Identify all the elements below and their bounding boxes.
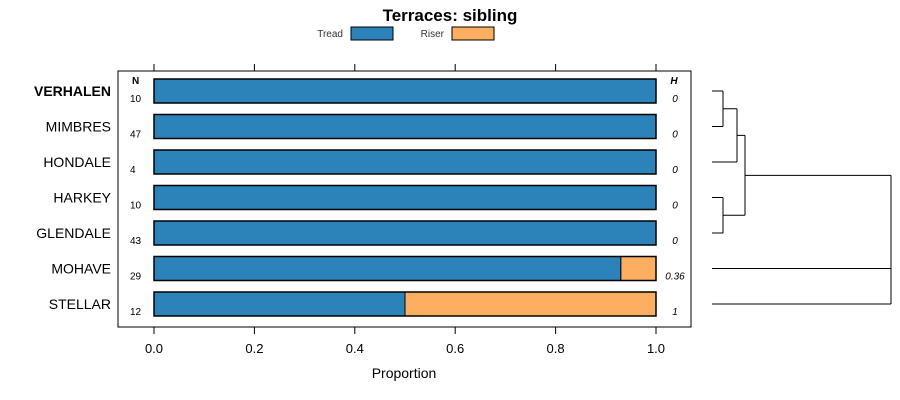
bar-outline-glendale [153, 220, 657, 246]
bar-outline-harkey [153, 184, 657, 211]
x-tick-label: 0.8 [547, 341, 565, 356]
bars-group [153, 78, 657, 317]
h-value-mimbres: 0 [672, 130, 678, 141]
row-label-mohave: MOHAVE [51, 261, 111, 277]
bar-mimbres-tread [153, 114, 657, 139]
bar-verhalen-tread [153, 78, 657, 104]
x-axis-title: Proportion [372, 365, 437, 381]
h-value-stellar: 1 [672, 307, 678, 318]
bar-stellar-riser [404, 291, 657, 317]
row-label-glendale: GLENDALE [36, 225, 111, 241]
legend-label-tread: Tread [317, 29, 343, 40]
bar-glendale-tread [153, 220, 657, 246]
x-tick-label: 1.0 [647, 341, 665, 356]
row-label-mimbres: MIMBRES [46, 119, 111, 135]
bar-hondale-tread [153, 149, 657, 175]
h-header: H [670, 76, 678, 87]
bar-outline-mohave [153, 255, 657, 282]
n-value-stellar: 12 [130, 307, 142, 318]
h-value-glendale: 0 [672, 236, 678, 247]
legend-swatch-tread [350, 26, 394, 41]
row-label-harkey: HARKEY [53, 190, 111, 206]
legend-label-riser: Riser [421, 29, 445, 40]
h-value-verhalen: 0 [672, 94, 678, 105]
n-value-verhalen: 10 [130, 94, 142, 105]
n-labels-group: 10 47 4 10 43 29 12 [130, 94, 142, 318]
bar-outline-mimbres [153, 113, 657, 140]
x-tick-label: 0.2 [245, 341, 263, 356]
n-value-harkey: 10 [130, 201, 142, 212]
n-value-mimbres: 47 [130, 130, 142, 141]
legend: Tread Riser [317, 26, 495, 41]
h-value-mohave: 0.36 [665, 272, 685, 283]
x-axis-group: 0.0 0.2 0.4 0.6 0.8 1.0 [145, 64, 665, 356]
bar-outline-verhalen [153, 78, 657, 104]
legend-swatch-riser [451, 26, 495, 41]
bar-outline-stellar [153, 291, 657, 317]
n-value-mohave: 29 [130, 272, 142, 283]
bar-harkey-tread [153, 185, 657, 210]
bar-mohave-riser [620, 256, 657, 281]
bar-stellar-tread [153, 291, 406, 317]
chart-title: Terraces: sibling [383, 6, 518, 25]
n-value-glendale: 43 [130, 236, 142, 247]
x-tick-label: 0.4 [346, 341, 364, 356]
row-label-stellar: STELLAR [49, 296, 111, 312]
h-value-harkey: 0 [672, 201, 678, 212]
n-header: N [132, 76, 139, 87]
h-labels-group: 0 0 0 0 0 0.36 1 [665, 94, 685, 318]
row-label-hondale: HONDALE [43, 154, 111, 170]
row-label-verhalen: VERHALEN [34, 83, 111, 99]
row-labels-group: VERHALEN MIMBRES HONDALE HARKEY GLENDALE MOHA… [34, 83, 112, 312]
bar-outline-hondale [153, 149, 657, 175]
x-tick-label: 0.6 [446, 341, 464, 356]
bar-mohave-tread [153, 256, 622, 281]
x-tick-label: 0.0 [145, 341, 163, 356]
plot-panel [117, 70, 692, 328]
n-value-hondale: 4 [130, 165, 136, 176]
h-value-hondale: 0 [672, 165, 678, 176]
dendrogram [712, 90, 892, 305]
